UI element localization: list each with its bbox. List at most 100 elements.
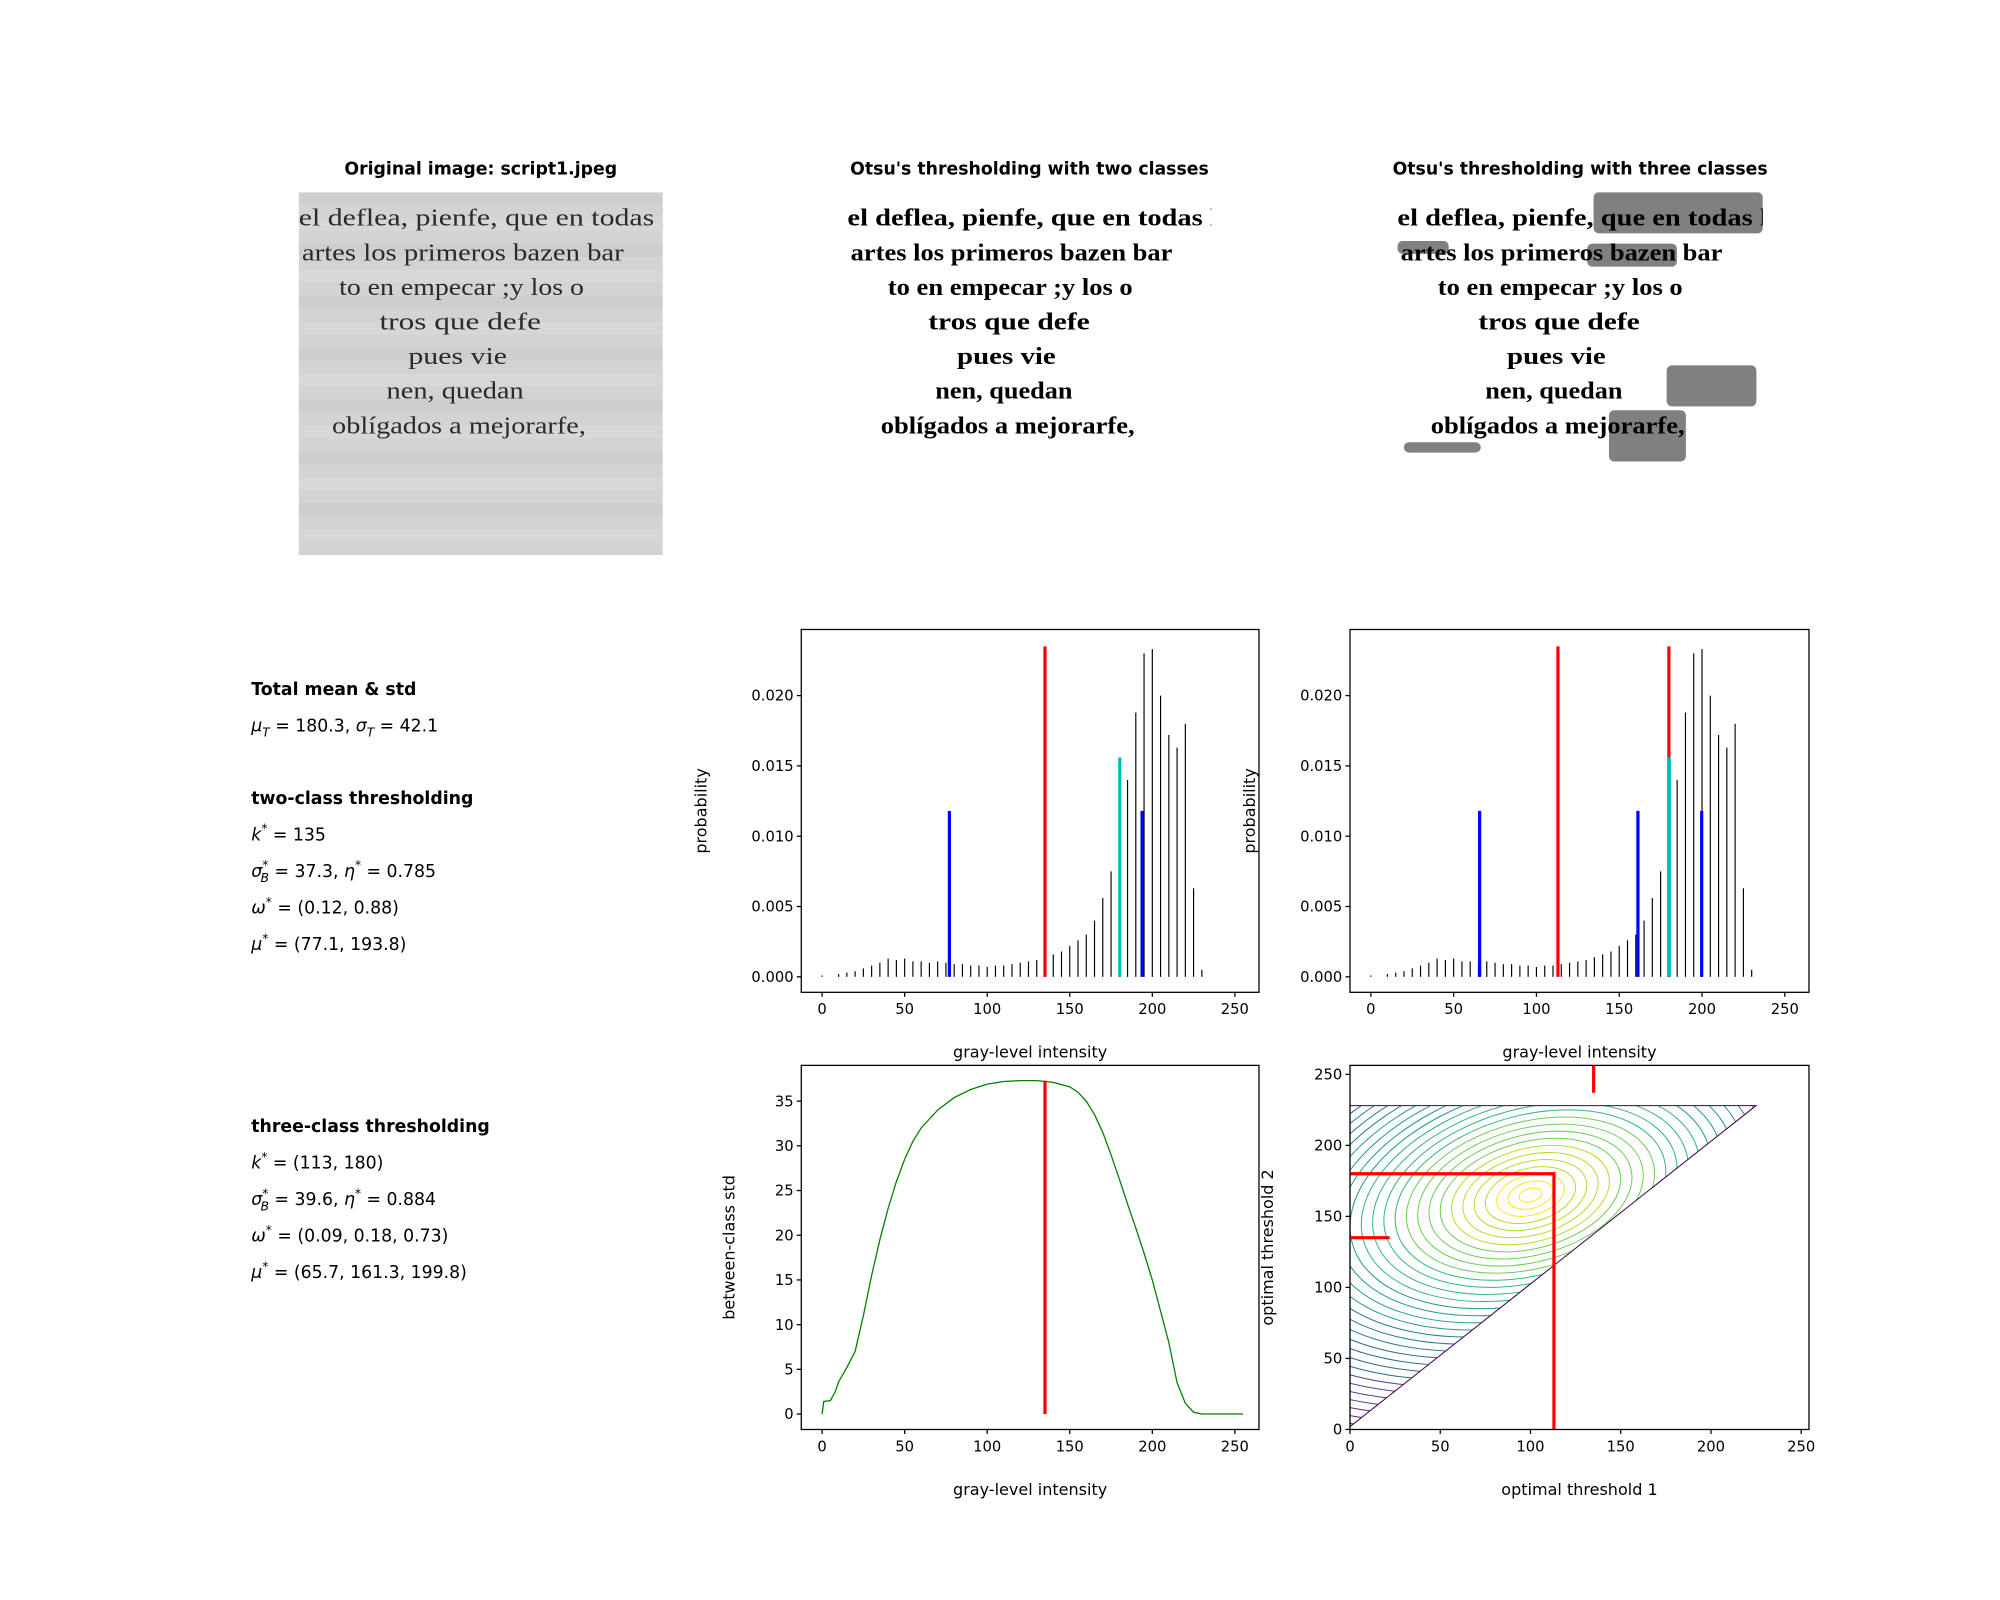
text: = (65.7, 161.3, 199.8) bbox=[268, 1263, 467, 1283]
scan-text: to en empecar ;y los o bbox=[1438, 274, 1683, 301]
symbol: μ bbox=[250, 716, 262, 736]
paper-texture bbox=[298, 244, 663, 257]
symbol: σ bbox=[251, 1190, 263, 1210]
stats-line: μ* = (65.7, 161.3, 199.8) bbox=[250, 1260, 467, 1284]
y-tick-label: 0.010 bbox=[1300, 828, 1342, 845]
x-tick-label: 50 bbox=[895, 1438, 914, 1455]
superscript: * bbox=[355, 1186, 361, 1200]
y-tick-label: 25 bbox=[775, 1183, 794, 1200]
x-tick-label: 200 bbox=[1138, 1438, 1166, 1455]
x-axis-label: gray-level intensity bbox=[1502, 1043, 1656, 1062]
panel-title: Otsu's thresholding with three classes bbox=[1393, 159, 1768, 179]
superscript: * bbox=[262, 1186, 268, 1200]
image-panel: el deflea, pienfe, que en todas la artes … bbox=[847, 192, 1212, 556]
superscript: * bbox=[266, 895, 272, 909]
x-tick-label: 200 bbox=[1138, 1001, 1166, 1018]
y-tick-label: 150 bbox=[1314, 1209, 1342, 1226]
subscript: T bbox=[367, 726, 376, 740]
text: = (0.09, 0.18, 0.73) bbox=[272, 1227, 449, 1247]
scan-text: oblígados a mejorarfe, bbox=[881, 412, 1135, 439]
subscript: T bbox=[262, 726, 271, 740]
stats-heading: Total mean & std bbox=[251, 680, 416, 700]
x-tick-label: 0 bbox=[817, 1438, 826, 1455]
contour-line bbox=[1462, 1151, 1599, 1239]
stats-heading: two-class thresholding bbox=[251, 789, 473, 809]
paper-texture bbox=[298, 218, 663, 232]
scan-text: artes los primeros bazen bar bbox=[851, 239, 1173, 266]
scan-text: to en empecar ;y los o bbox=[339, 274, 584, 301]
y-tick-label: 0.020 bbox=[1300, 688, 1342, 705]
x-tick-label: 250 bbox=[1221, 1001, 1249, 1018]
panel-title: Otsu's thresholding with two classes bbox=[850, 159, 1209, 179]
threshold-line bbox=[1350, 1172, 1556, 1430]
subscript: B bbox=[261, 1199, 269, 1213]
class-region bbox=[1666, 365, 1757, 407]
contour-line bbox=[1518, 1187, 1543, 1203]
contour-line bbox=[1496, 1173, 1565, 1217]
paper-texture bbox=[298, 528, 663, 542]
y-tick-label: 200 bbox=[1314, 1137, 1342, 1154]
text: = (77.1, 193.8) bbox=[268, 935, 406, 955]
paper-texture bbox=[298, 503, 663, 516]
contour-line bbox=[1417, 1123, 1644, 1267]
x-tick-label: 100 bbox=[1516, 1438, 1544, 1455]
x-tick-label: 50 bbox=[1444, 1001, 1463, 1018]
x-tick-label: 100 bbox=[973, 1001, 1001, 1018]
stats-line: ω* = (0.12, 0.88) bbox=[251, 895, 399, 919]
x-axis-label: gray-level intensity bbox=[953, 1480, 1107, 1499]
image-background bbox=[847, 192, 1212, 556]
scan-text: tros que defe bbox=[1478, 308, 1640, 335]
x-tick-label: 100 bbox=[1522, 1001, 1550, 1018]
axes-frame bbox=[1349, 1064, 1810, 1431]
y-tick-label: 0 bbox=[784, 1406, 793, 1423]
y-axis-label: between-class std bbox=[720, 1175, 739, 1320]
y-tick-label: 10 bbox=[775, 1317, 794, 1334]
class-region bbox=[1608, 410, 1686, 462]
x-tick-label: 0 bbox=[1345, 1438, 1354, 1455]
scan-text: nen, quedan bbox=[1485, 378, 1623, 405]
x-tick-label: 150 bbox=[1605, 1001, 1633, 1018]
symbol: μ bbox=[250, 935, 262, 955]
stats-line: σ* B = 39.6, η* = 0.884 bbox=[251, 1186, 436, 1213]
stats-line: σ* B = 37.3, η* = 0.785 bbox=[251, 858, 436, 885]
paper-texture bbox=[298, 321, 663, 335]
superscript: * bbox=[355, 858, 361, 872]
image-panel: el deflea, pienfe, que en todas la artes … bbox=[298, 192, 684, 556]
paper-texture bbox=[298, 295, 663, 309]
text: = 0.785 bbox=[361, 862, 436, 882]
panel-title: Original image: script1.jpeg bbox=[344, 159, 617, 179]
superscript: * bbox=[261, 822, 267, 836]
y-tick-label: 20 bbox=[775, 1227, 794, 1244]
y-tick-label: 0.005 bbox=[1300, 899, 1342, 916]
stats-line: μ* = (77.1, 193.8) bbox=[250, 931, 406, 955]
scan-text: el deflea, pienfe, que en todas la bbox=[299, 205, 684, 232]
x-axis-label: optimal threshold 1 bbox=[1501, 1480, 1657, 1499]
y-tick-label: 100 bbox=[1314, 1280, 1342, 1297]
y-tick-label: 250 bbox=[1314, 1066, 1342, 1083]
y-tick-label: 0.010 bbox=[751, 828, 793, 845]
paper-texture bbox=[298, 192, 663, 206]
scan-text: pues vie bbox=[1507, 343, 1606, 370]
x-tick-label: 150 bbox=[1607, 1438, 1635, 1455]
x-tick-label: 250 bbox=[1787, 1438, 1815, 1455]
x-tick-label: 200 bbox=[1697, 1438, 1725, 1455]
text: = 0.884 bbox=[361, 1190, 436, 1210]
paper-texture bbox=[298, 270, 663, 283]
paper-texture bbox=[298, 425, 663, 439]
x-tick-label: 0 bbox=[817, 1001, 826, 1018]
y-axis-label: optimal threshold 2 bbox=[1258, 1169, 1277, 1325]
text: = (113, 180) bbox=[267, 1154, 383, 1174]
y-tick-label: 30 bbox=[775, 1138, 794, 1155]
scan-text: tros que defe bbox=[928, 308, 1090, 335]
symbol: η bbox=[344, 862, 355, 882]
superscript: * bbox=[262, 1260, 268, 1274]
x-tick-label: 100 bbox=[973, 1438, 1001, 1455]
paper-texture bbox=[298, 347, 663, 361]
scan-text: artes los primeros bazen bar bbox=[302, 239, 624, 266]
stats-line: μT = 180.3, σT = 42.1 bbox=[250, 716, 438, 739]
stats-line: k* = 135 bbox=[251, 822, 326, 846]
x-axis-label: gray-level intensity bbox=[953, 1043, 1107, 1062]
contour-line bbox=[1439, 1137, 1622, 1253]
contour-line bbox=[1484, 1166, 1577, 1224]
contour-line bbox=[1451, 1144, 1610, 1246]
